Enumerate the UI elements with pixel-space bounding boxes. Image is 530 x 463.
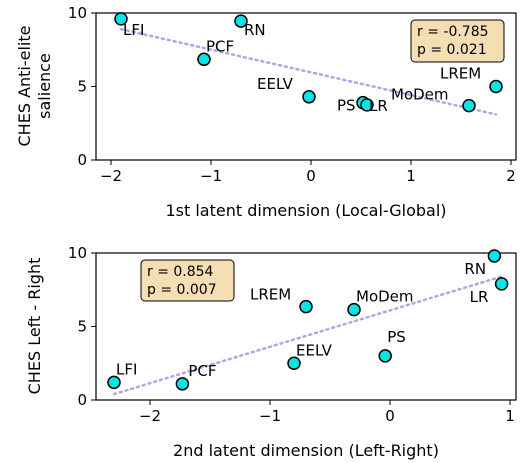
top-x-tick-label: −2 — [100, 167, 122, 185]
top-stats-p: p = 0.021 — [417, 42, 487, 58]
top-y-tick-label: 5 — [77, 78, 87, 96]
top-point-label-lrem: LREM — [440, 65, 481, 83]
top-point-label-lfi: LFI — [123, 21, 144, 39]
bottom-point-label-rn: RN — [464, 260, 486, 278]
bottom-point-pcf — [175, 377, 190, 391]
bottom-point-rn — [487, 249, 502, 263]
top-stats-box: r = -0.785 p = 0.021 — [410, 19, 505, 63]
bottom-point-ps — [378, 349, 392, 363]
bottom-point-label-modem: MoDem — [356, 288, 414, 306]
bottom-point-label-pcf: PCF — [188, 362, 216, 380]
top-x-axis-title: 1st latent dimension (Local-Global) — [165, 201, 446, 220]
bottom-point-label-ps: PS — [387, 328, 406, 346]
bottom-point-label-lfi: LFI — [116, 360, 137, 378]
top-point-label-modem: MoDem — [391, 86, 449, 104]
bottom-y-tick-label: 10 — [68, 244, 87, 262]
top-y-axis-title-line2: salience — [35, 53, 54, 119]
top-point-label-eelv: EELV — [257, 75, 294, 93]
top-point-label-rn: RN — [244, 21, 266, 39]
top-point-eelv — [302, 90, 316, 104]
bottom-stats-box: r = 0.854 p = 0.007 — [140, 259, 235, 302]
bottom-point-lr — [494, 277, 509, 291]
top-x-tick-label: 0 — [306, 167, 316, 185]
top-y-tick-label: 0 — [77, 151, 87, 169]
bottom-y-tick-label: 0 — [77, 391, 87, 409]
top-x-tick-label: −1 — [200, 167, 222, 185]
top-y-tick-label: 10 — [68, 4, 87, 22]
top-x-tick-label: 2 — [506, 167, 516, 185]
top-y-axis-title-line1: CHES Anti-elite — [15, 26, 34, 147]
bottom-x-tick-label: −1 — [259, 407, 281, 425]
bottom-y-tick-label: 5 — [77, 318, 87, 336]
bottom-x-tick-label: −2 — [139, 407, 161, 425]
bottom-point-modem — [347, 302, 361, 317]
bottom-point-lrem — [299, 299, 313, 314]
bottom-y-axis-title: CHES Left - Right — [25, 258, 44, 395]
bottom-point-eelv — [287, 356, 301, 370]
bottom-x-axis-title: 2nd latent dimension (Left-Right) — [173, 441, 439, 460]
top-x-tick-label: 1 — [406, 167, 416, 185]
bottom-stats-r: r = 0.854 — [147, 264, 214, 280]
bottom-x-tick-label: 1 — [505, 407, 515, 425]
bottom-stats-p: p = 0.007 — [147, 282, 217, 298]
bottom-point-label-eelv: EELV — [296, 341, 333, 359]
top-point-lr — [360, 98, 374, 112]
bottom-x-tick-label: 0 — [385, 407, 395, 425]
bottom-point-label-lrem: LREM — [250, 286, 291, 304]
top-point-label-ps: PS — [337, 97, 356, 115]
bottom-trend-line — [112, 275, 503, 396]
top-point-rn — [234, 14, 248, 28]
top-stats-box-bg — [410, 19, 505, 63]
bottom-point-label-lr: LR — [470, 288, 489, 306]
top-point-lfi — [114, 12, 128, 26]
bottom-stats-box-bg — [140, 259, 235, 302]
top-point-label-lr: LR — [369, 97, 388, 115]
top-point-modem — [462, 98, 476, 113]
top-trend-line — [119, 27, 498, 116]
top-stats-r: r = -0.785 — [417, 24, 489, 40]
top-point-lrem — [489, 79, 503, 94]
top-point-pcf — [197, 52, 211, 67]
bottom-point-lfi — [107, 375, 121, 390]
top-point-label-pcf: PCF — [206, 37, 234, 55]
